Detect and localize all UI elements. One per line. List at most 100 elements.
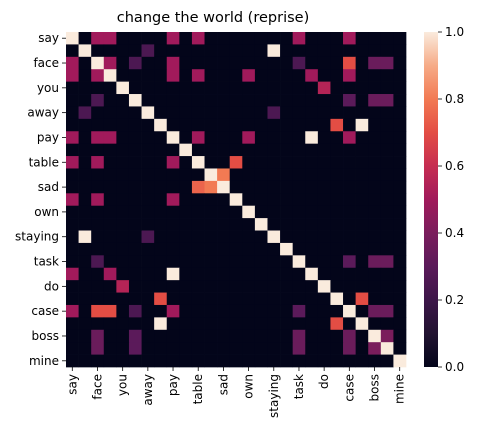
- heatmap-cell: [393, 118, 407, 132]
- heatmap-cell: [204, 32, 218, 45]
- heatmap-cell: [317, 205, 331, 219]
- heatmap-cell: [305, 329, 319, 343]
- heatmap-cell: [141, 329, 155, 343]
- heatmap-cell: [166, 56, 180, 70]
- heatmap-cell: [254, 131, 268, 145]
- heatmap-cell: [229, 230, 243, 244]
- heatmap-cell: [343, 193, 356, 207]
- heatmap-cell: [128, 342, 142, 355]
- heatmap-cell: [128, 32, 142, 45]
- heatmap-cell: [393, 230, 407, 244]
- heatmap-cell: [78, 32, 92, 45]
- heatmap-cell: [166, 69, 180, 82]
- heatmap-cell: [91, 32, 105, 45]
- heatmap-cell: [380, 168, 394, 182]
- heatmap-cell: [280, 304, 294, 318]
- heatmap-cell: [267, 193, 281, 207]
- heatmap-cell: [317, 131, 331, 145]
- heatmap-cell: [66, 106, 79, 120]
- y-tick-label: pay: [37, 130, 59, 144]
- heatmap-cell: [368, 143, 382, 157]
- heatmap-cell: [154, 292, 168, 306]
- heatmap-cell: [91, 292, 105, 306]
- heatmap-cell: [368, 242, 382, 256]
- heatmap-cell: [330, 44, 344, 58]
- heatmap-cell: [280, 280, 294, 293]
- heatmap-cell: [317, 56, 331, 70]
- heatmap-cell: [343, 106, 356, 120]
- heatmap-cell: [166, 255, 180, 269]
- heatmap-cell: [141, 32, 155, 45]
- heatmap-cell: [343, 168, 356, 182]
- heatmap-cell: [317, 69, 331, 82]
- heatmap-cell: [330, 255, 344, 269]
- heatmap-cell: [128, 317, 142, 331]
- heatmap-cell: [305, 193, 319, 207]
- heatmap-cell: [66, 156, 79, 169]
- heatmap-cell: [128, 94, 142, 107]
- heatmap-cell: [128, 354, 142, 368]
- heatmap-cell: [166, 94, 180, 107]
- heatmap-cell: [368, 317, 382, 331]
- heatmap-cell: [128, 118, 142, 132]
- heatmap-cell: [254, 44, 268, 58]
- heatmap-cell: [66, 69, 79, 82]
- x-tick-label: away: [141, 374, 155, 406]
- heatmap-cell: [343, 205, 356, 219]
- heatmap-cell: [166, 317, 180, 331]
- heatmap-cell: [204, 205, 218, 219]
- heatmap-cell: [141, 280, 155, 293]
- heatmap-cell: [254, 168, 268, 182]
- heatmap-cell: [380, 156, 394, 169]
- heatmap-cell: [317, 230, 331, 244]
- heatmap-cell: [128, 156, 142, 169]
- heatmap-cell: [103, 292, 117, 306]
- heatmap-cell: [330, 168, 344, 182]
- heatmap-cell: [103, 94, 117, 107]
- heatmap-cell: [393, 304, 407, 318]
- heatmap-cell: [280, 56, 294, 70]
- x-tick-label: task: [292, 374, 306, 399]
- heatmap-cell: [103, 193, 117, 207]
- heatmap-cell: [280, 81, 294, 95]
- heatmap-cell: [242, 193, 256, 207]
- heatmap-cell: [280, 69, 294, 82]
- heatmap-cell: [103, 56, 117, 70]
- heatmap-cell: [141, 143, 155, 157]
- x-tick-label: you: [116, 374, 130, 396]
- heatmap-cell: [355, 342, 369, 355]
- heatmap-cell: [66, 168, 79, 182]
- heatmap-cell: [229, 342, 243, 355]
- heatmap-cell: [91, 81, 105, 95]
- heatmap-cell: [229, 56, 243, 70]
- y-tick-label: task: [34, 255, 59, 269]
- heatmap-cell: [280, 205, 294, 219]
- heatmap-cell: [393, 94, 407, 107]
- heatmap-cell: [116, 193, 130, 207]
- heatmap-cell: [217, 156, 231, 169]
- heatmap-cell: [280, 267, 294, 281]
- heatmap-cell: [179, 280, 193, 293]
- heatmap-cell: [368, 267, 382, 281]
- y-tick-label: do: [44, 279, 59, 293]
- heatmap-cell: [229, 267, 243, 281]
- heatmap-cell: [280, 317, 294, 331]
- heatmap-cell: [66, 218, 79, 231]
- heatmap-cell: [166, 44, 180, 58]
- heatmap-cell: [103, 180, 117, 194]
- heatmap-cell: [204, 81, 218, 95]
- heatmap-cell: [330, 280, 344, 293]
- y-axis-ticks: say face you away pay table sad own staying task d…: [15, 31, 66, 368]
- heatmap-cell: [343, 32, 356, 45]
- heatmap-cell: [141, 205, 155, 219]
- heatmap-cell: [368, 230, 382, 244]
- heatmap-cell: [204, 329, 218, 343]
- heatmap-cell: [229, 218, 243, 231]
- heatmap-cell: [292, 56, 306, 70]
- heatmap-cell: [103, 118, 117, 132]
- heatmap-cell: [393, 193, 407, 207]
- heatmap-cell: [355, 168, 369, 182]
- heatmap-cell: [179, 230, 193, 244]
- heatmap-cell: [116, 304, 130, 318]
- x-tick-label: say: [65, 374, 79, 395]
